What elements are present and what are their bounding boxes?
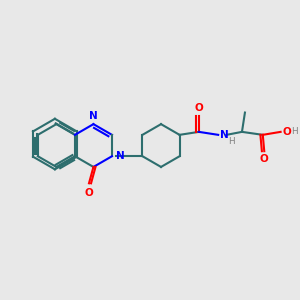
- Text: N: N: [89, 111, 98, 121]
- Text: O: O: [85, 188, 93, 198]
- Text: H: H: [228, 137, 234, 146]
- Text: O: O: [283, 127, 292, 137]
- Text: O: O: [260, 154, 268, 164]
- Text: N: N: [220, 130, 228, 140]
- Text: O: O: [194, 103, 203, 112]
- Text: N: N: [116, 151, 125, 161]
- Text: H: H: [291, 128, 298, 136]
